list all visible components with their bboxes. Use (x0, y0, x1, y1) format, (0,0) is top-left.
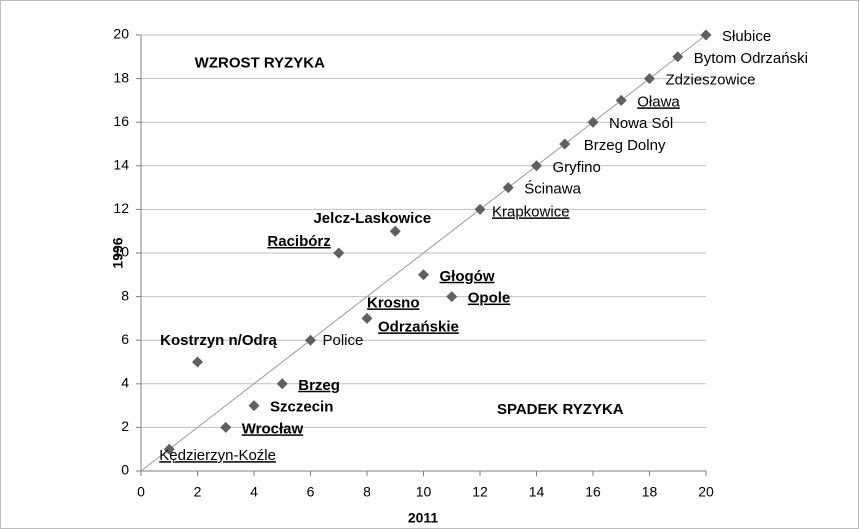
y-tick-label: 2 (121, 418, 129, 434)
point-label: Wrocław (242, 420, 304, 437)
y-tick-label: 14 (113, 157, 129, 173)
diagonal-line (140, 34, 707, 472)
y-tick-label: 8 (121, 287, 129, 303)
point-label: Głogów (440, 268, 495, 285)
point-label: Ścinawa (524, 180, 581, 198)
point-label: Opole (468, 290, 511, 307)
x-axis-label: 2011 (408, 510, 439, 526)
scatter-point (474, 203, 486, 215)
y-tick-label: 4 (121, 375, 129, 391)
scatter-point (700, 29, 712, 41)
scatter-point (220, 421, 232, 433)
scatter-point (361, 312, 373, 324)
y-tick-label: 16 (113, 113, 129, 129)
x-tick-label: 16 (585, 484, 601, 500)
point-label: Oława (637, 93, 680, 110)
y-axis-label: 1996 (110, 237, 126, 268)
annotation: SPADEK RYZYKA (497, 401, 624, 418)
x-tick-label: 0 (137, 484, 145, 500)
scatter-point (163, 443, 175, 455)
x-tick-label: 6 (307, 484, 315, 500)
point-label: Słubice (722, 28, 771, 45)
scatter-point (446, 291, 458, 303)
point-label: Jelcz-Laskowice (313, 210, 431, 227)
x-tick-label: 10 (416, 484, 432, 500)
point-label: Nowa Sól (609, 115, 673, 132)
x-tick-label: 14 (529, 484, 545, 500)
point-label: Police (323, 332, 364, 349)
y-tick-label: 0 (121, 462, 129, 478)
scatter-point (305, 334, 316, 346)
scatter-point (389, 225, 401, 237)
x-tick-label: 18 (642, 484, 658, 500)
y-tick-label: 20 (113, 26, 129, 42)
scatter-point (418, 269, 429, 281)
scatter-point (333, 247, 345, 259)
scatter-point (559, 138, 571, 150)
point-label: Brzeg Dolny (584, 137, 666, 154)
point-label: Zdzieszowice (666, 72, 756, 89)
point-label: Gryfino (553, 159, 601, 176)
scatter-point (502, 182, 514, 194)
y-tick-label: 10 (113, 244, 129, 260)
y-tick-label: 18 (113, 69, 129, 85)
scatter-point (644, 73, 655, 85)
label-line: Odrzańskie (378, 318, 459, 335)
scatter-point (672, 51, 684, 63)
point-label: Racibórz (267, 233, 330, 250)
point-label: Krapkowice (492, 203, 570, 220)
x-tick-label: 2 (194, 484, 202, 500)
point-label: Krosno Odrzańskie (367, 294, 459, 335)
scatter-point (192, 356, 203, 368)
scatter-point (276, 378, 288, 390)
scatter-point (587, 116, 599, 128)
scatter-point (248, 400, 260, 412)
scatter-point (615, 94, 627, 106)
point-label: Kostrzyn n/Odrą (160, 332, 277, 349)
x-tick-label: 20 (698, 484, 714, 500)
point-label: Bytom Odrzański (694, 50, 808, 67)
scatter-point (531, 160, 542, 172)
x-tick-label: 12 (472, 484, 488, 500)
label-line: Krosno (367, 294, 420, 311)
x-tick-label: 8 (363, 484, 371, 500)
y-tick-label: 6 (121, 331, 129, 347)
x-tick-label: 4 (250, 484, 258, 500)
point-label: Kędzierzyn-Koźle (159, 447, 276, 464)
y-tick-label: 12 (113, 200, 129, 216)
point-label: Brzeg (298, 377, 340, 394)
point-label: Szczecin (270, 399, 333, 416)
annotation: WZROST RYZYKA (195, 54, 325, 71)
